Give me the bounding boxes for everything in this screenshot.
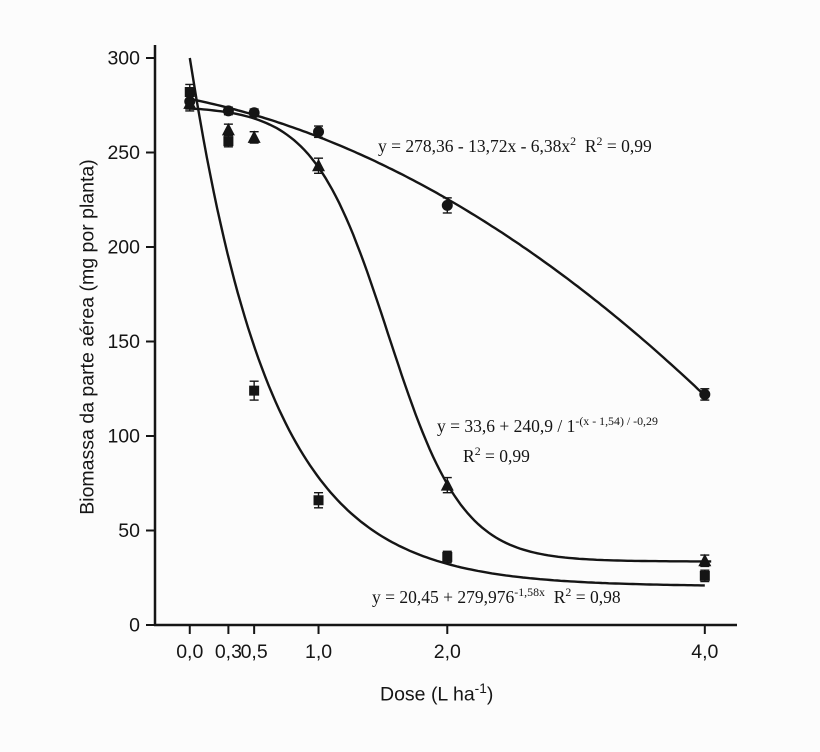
x-tick-label: 1,0 [305, 641, 332, 663]
triangle-marker [221, 122, 235, 136]
y-tick-label: 100 [107, 426, 140, 448]
circle-marker [699, 388, 711, 400]
eq-text: R [576, 135, 597, 156]
equation-logistic-line2: R2 = 0,99 [463, 444, 530, 467]
square-marker [184, 87, 195, 98]
x-axis-title-superscript: -1 [474, 681, 487, 696]
eq-text: y = 20,45 + 279,976 [372, 586, 515, 607]
eq-superscript: 2 [596, 134, 603, 148]
exponential-curve [188, 57, 705, 587]
eq-superscript: 2 [565, 585, 572, 599]
y-tick-label: 200 [107, 237, 140, 259]
eq-text: R [544, 586, 566, 607]
triangle-marker [247, 130, 261, 143]
equation-exponential: y = 20,45 + 279,976-1,58x R2 = 0,98 [372, 585, 621, 608]
x-tick-label: 0,0 [176, 641, 203, 663]
square-marker [442, 551, 453, 562]
eq-superscript: -1,58x [514, 585, 545, 599]
x-axis-title-text: ) [486, 683, 494, 706]
eq-text: R [463, 445, 475, 466]
y-tick-label: 300 [107, 48, 140, 70]
eq-text: y = 33,6 + 240,9 / 1 [437, 415, 576, 436]
x-tick-label: 0,3 [215, 641, 242, 663]
x-axis-title-text: Dose (L ha [380, 683, 475, 706]
y-tick-label: 150 [107, 331, 140, 353]
square-marker [223, 136, 234, 147]
triangle-marker [440, 478, 454, 491]
circle-marker [248, 107, 260, 119]
y-tick-label: 0 [129, 615, 140, 637]
y-tick-label: 50 [118, 520, 140, 542]
triangle-marker [183, 96, 197, 109]
logistic-curve [189, 107, 712, 563]
x-tick-label: 4,0 [691, 641, 718, 663]
circle-marker [313, 126, 325, 138]
eq-text: = 0,99 [480, 445, 530, 466]
triangle-marker [312, 158, 326, 172]
square-marker [699, 570, 710, 581]
equation-logistic-line1: y = 33,6 + 240,9 / 1-(x - 1,54) / -0,29 [437, 414, 658, 437]
eq-superscript: 2 [570, 134, 577, 148]
eq-text: = 0,98 [571, 586, 621, 607]
eq-text: = 0,99 [602, 135, 652, 156]
square-marker [249, 385, 260, 396]
x-tick-label: 2,0 [434, 641, 461, 663]
eq-superscript: -(x - 1,54) / -0,29 [575, 414, 658, 428]
x-axis-title: Dose (L ha-1) [380, 681, 493, 707]
series-quadratic [184, 93, 711, 401]
equation-quadratic: y = 278,36 - 13,72x - 6,38x2 R2 = 0,99 [378, 134, 652, 157]
y-axis-title: Biomassa da parte aérea (mg por planta) [76, 159, 99, 515]
circle-marker [441, 199, 453, 211]
x-tick-label: 0,5 [241, 641, 268, 663]
triangle-marker [698, 553, 712, 567]
square-marker [313, 495, 324, 506]
series-logistic [183, 95, 712, 568]
y-tick-label: 250 [107, 142, 140, 164]
eq-text: y = 278,36 - 13,72x - 6,38x [378, 135, 571, 156]
eq-superscript: 2 [474, 444, 481, 458]
series-exponential [184, 57, 710, 587]
